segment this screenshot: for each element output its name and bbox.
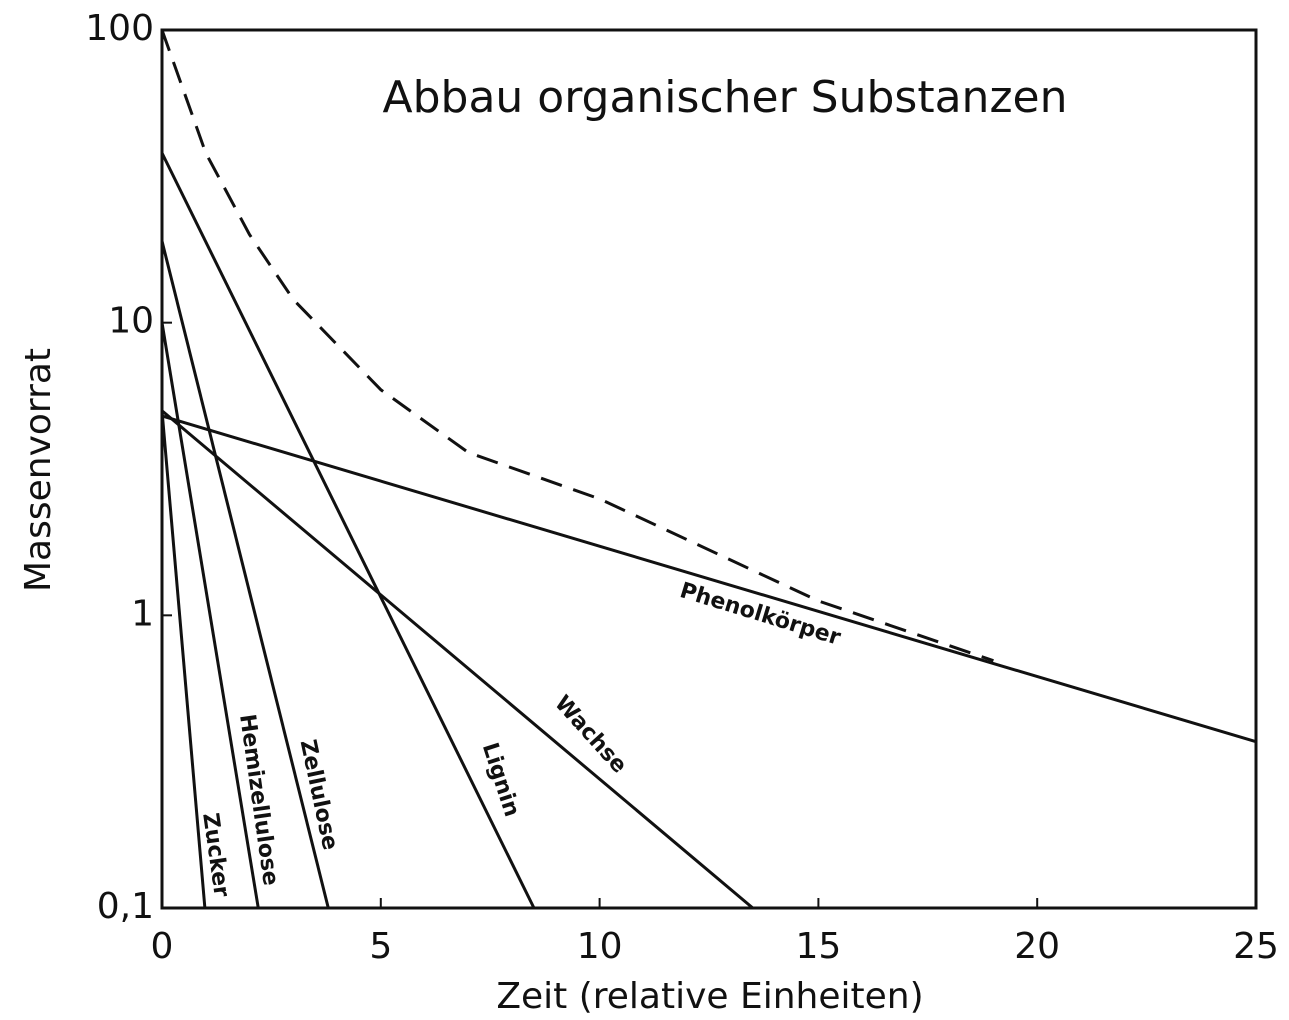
y-tick-label: 10 xyxy=(108,301,154,342)
series-label: Zellulose xyxy=(295,737,343,852)
series-line xyxy=(161,409,754,910)
x-tick-label: 25 xyxy=(1233,926,1279,967)
x-tick-label: 10 xyxy=(577,926,623,967)
series-line xyxy=(160,240,330,909)
total-curve xyxy=(160,29,994,663)
y-axis-title: Massenvorrat xyxy=(18,348,59,592)
series-line xyxy=(160,410,207,909)
x-tick-label: 0 xyxy=(151,926,174,967)
y-tick-label: 100 xyxy=(85,8,154,49)
x-tick-label: 15 xyxy=(795,926,841,967)
chart-title: Abbau organischer Substanzen xyxy=(382,72,1067,123)
series-label: Wachse xyxy=(549,691,631,778)
y-tick-label: 1 xyxy=(131,593,154,634)
plot-frame xyxy=(160,28,1258,910)
x-tick-label: 20 xyxy=(1014,926,1060,967)
series-label: Phenolkörper xyxy=(677,578,844,651)
series-line xyxy=(161,414,1257,744)
x-tick-label: 5 xyxy=(369,926,392,967)
x-axis-title: Zeit (relative Einheiten) xyxy=(496,976,923,1017)
series-line xyxy=(160,152,536,909)
y-tick-label: 0,1 xyxy=(97,886,154,927)
